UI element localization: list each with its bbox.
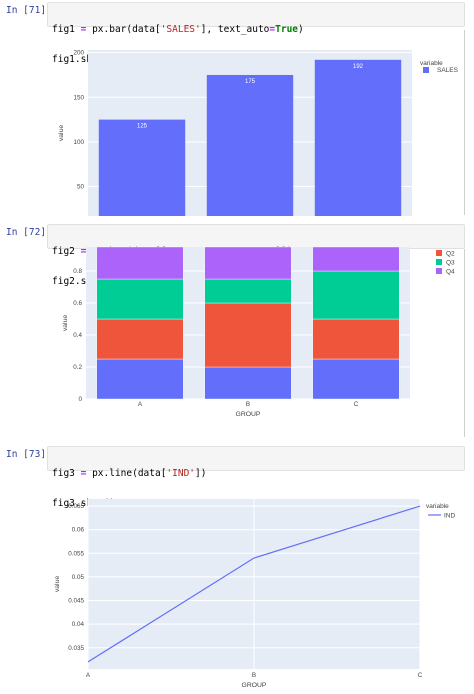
- data-label: 175: [245, 79, 256, 85]
- x-tick-label: A: [138, 401, 143, 408]
- cell-prompt-72: In [72]:: [6, 227, 52, 238]
- y-tick-label: 0.045: [68, 598, 84, 605]
- data-label: 125: [137, 124, 148, 130]
- legend-title: variable: [426, 503, 449, 510]
- y-tick-label: 0.065: [68, 503, 84, 510]
- y-tick-label: 0.06: [72, 527, 85, 534]
- x-axis-title: GROUP: [242, 682, 267, 689]
- y-axis-title: value: [58, 125, 65, 141]
- ind-line-chart[interactable]: 0.035 0.04 0.045 0.05 0.055 0.06 0.065 A B C GROUP…: [0, 480, 474, 694]
- bar-C-Q3: [312, 270, 400, 320]
- output-area-rule: [464, 30, 465, 215]
- legend-item-Q4: Q4: [446, 269, 455, 276]
- x-tick-label: C: [354, 401, 359, 408]
- bar-B-Q1: [204, 366, 292, 400]
- code-line: fig1.show(): [52, 54, 115, 65]
- y-tick-label: 0.04: [72, 621, 85, 628]
- y-tick-label: 50: [77, 184, 85, 191]
- legend-swatch: [423, 67, 429, 73]
- x-tick-label: B: [252, 672, 256, 679]
- code-line: fig3.show(): [52, 498, 115, 509]
- legend-swatch: [436, 268, 442, 274]
- bar-B-Q3: [204, 278, 292, 304]
- bar-C-Q4: [312, 246, 400, 272]
- y-tick-label: 0.4: [73, 332, 82, 339]
- y-tick-label: 100: [73, 139, 84, 146]
- bar-A-Q4: [96, 246, 184, 280]
- bar-C: [314, 59, 402, 217]
- x-tick-label: B: [246, 401, 250, 408]
- y-tick-label: 0.05: [72, 574, 85, 581]
- data-label: 192: [353, 64, 364, 70]
- code-cell-73[interactable]: fig3 = px.line(data['IND']) fig3.show(): [47, 446, 465, 509]
- legend-item-IND: IND: [444, 513, 456, 520]
- bar-A-Q3: [96, 278, 184, 320]
- code-cell-71[interactable]: fig1 = px.bar(data['SALES'], text_auto=T…: [47, 2, 465, 65]
- legend-item-Q2: Q2: [446, 251, 455, 258]
- x-axis-title: GROUP: [236, 411, 261, 418]
- y-axis-title: value: [62, 315, 69, 331]
- bar-A-Q2: [96, 318, 184, 360]
- y-tick-label: 0.035: [68, 645, 84, 652]
- code-line: fig1 = px.bar(data['SALES'], text_auto=T…: [52, 24, 304, 35]
- legend-swatch: [436, 250, 442, 256]
- bar-C-Q2: [312, 318, 400, 360]
- bar-C-Q1: [312, 358, 400, 400]
- bar-B: [206, 74, 294, 216]
- quarters-stacked-bar-chart[interactable]: 0 0.2 0.4 0.6 0.8 A B C GROUP value Q2 Q3 Q4: [0, 240, 474, 440]
- code-line: fig2.show(): [52, 276, 115, 287]
- legend-item-Q3: Q3: [446, 260, 455, 267]
- bar-B-Q2: [204, 302, 292, 368]
- y-tick-label: 0.8: [73, 268, 82, 275]
- y-tick-label: 0: [78, 396, 82, 403]
- bar-B-Q4: [204, 246, 292, 280]
- code-line: fig3 = px.line(data['IND']): [52, 468, 207, 479]
- x-tick-label: C: [418, 672, 423, 679]
- y-tick-label: 0.055: [68, 550, 84, 557]
- legend-item-SALES: SALES: [437, 67, 459, 74]
- bar-A-Q1: [96, 358, 184, 400]
- y-axis-title: value: [54, 576, 61, 592]
- y-tick-label: 200: [73, 50, 84, 57]
- line-series-IND: [87, 505, 421, 663]
- cell-prompt-71: In [71]:: [6, 5, 52, 16]
- y-tick-label: 150: [73, 94, 84, 101]
- x-tick-label: A: [86, 672, 91, 679]
- cell-prompt-73: In [73]:: [6, 449, 52, 460]
- bar-A: [98, 119, 186, 216]
- output-area-rule: [464, 249, 465, 437]
- legend-title: variable: [420, 60, 443, 67]
- legend-swatch: [436, 259, 442, 265]
- y-tick-label: 0.6: [73, 300, 82, 307]
- y-tick-label: 0.2: [73, 364, 82, 371]
